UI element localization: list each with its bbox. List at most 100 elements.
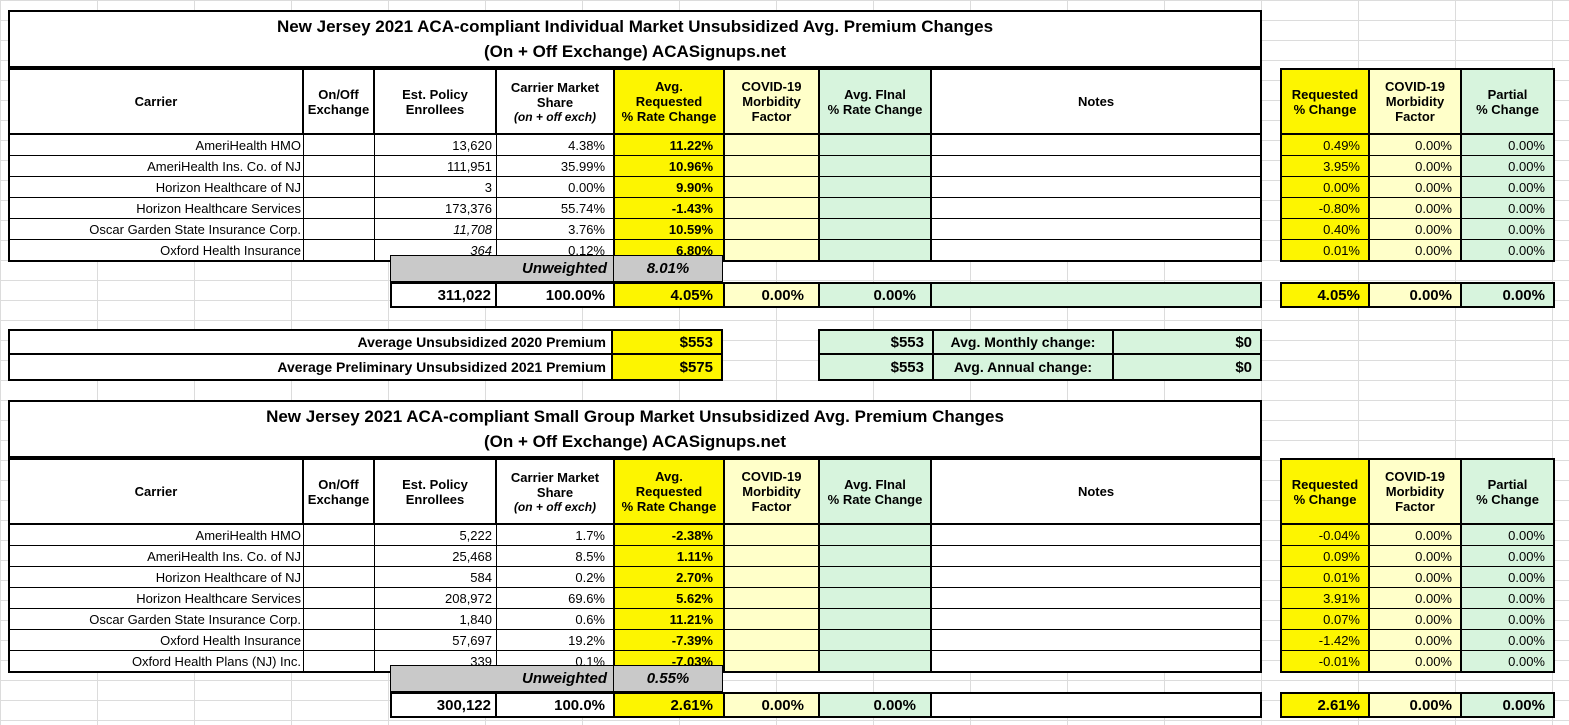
notes-cell[interactable]: [932, 525, 1260, 545]
notes-cell[interactable]: [932, 156, 1260, 176]
covid-morbidity-cell[interactable]: [725, 588, 820, 608]
final-rate-cell[interactable]: [820, 525, 932, 545]
final-rate-cell[interactable]: [820, 567, 932, 587]
requested-rate-cell[interactable]: 10.96%: [615, 156, 725, 176]
partial-change-cell[interactable]: 0.00%: [1462, 630, 1553, 650]
requested-change-cell[interactable]: 0.07%: [1282, 609, 1370, 629]
market-share-cell[interactable]: 69.6%: [497, 588, 615, 608]
market-share-cell[interactable]: 3.76%: [497, 219, 615, 239]
covid-morbidity-cell[interactable]: [725, 651, 820, 671]
enrollees-cell[interactable]: 13,620: [375, 135, 497, 155]
market-share-cell[interactable]: 8.5%: [497, 546, 615, 566]
total-notes-cell[interactable]: [932, 694, 1260, 716]
enrollees-cell[interactable]: 25,468: [375, 546, 497, 566]
carrier-cell[interactable]: AmeriHealth HMO: [10, 525, 304, 545]
covid-factor-cell[interactable]: 0.00%: [1370, 198, 1462, 218]
covid-morbidity-cell[interactable]: [725, 177, 820, 197]
partial-change-cell[interactable]: 0.00%: [1462, 135, 1553, 155]
onoff-exchange-cell[interactable]: [304, 219, 375, 239]
onoff-exchange-cell[interactable]: [304, 630, 375, 650]
unweighted-value-cell[interactable]: 0.55%: [613, 665, 723, 692]
right-total-requested-cell[interactable]: 4.05%: [1282, 284, 1370, 306]
total-enrollees-cell[interactable]: 300,122: [392, 694, 497, 716]
right-total-covid-cell[interactable]: 0.00%: [1370, 694, 1462, 716]
final-rate-cell[interactable]: [820, 240, 932, 260]
carrier-cell[interactable]: Horizon Healthcare of NJ: [10, 177, 304, 197]
right-total-covid-cell[interactable]: 0.00%: [1370, 284, 1462, 306]
total-requested-cell[interactable]: 2.61%: [615, 694, 725, 716]
market-share-cell[interactable]: 0.12%: [497, 240, 615, 260]
market-share-cell[interactable]: 1.7%: [497, 525, 615, 545]
carrier-cell[interactable]: AmeriHealth Ins. Co. of NJ: [10, 546, 304, 566]
covid-factor-cell[interactable]: 0.00%: [1370, 567, 1462, 587]
covid-morbidity-cell[interactable]: [725, 630, 820, 650]
final-rate-cell[interactable]: [820, 546, 932, 566]
covid-morbidity-cell[interactable]: [725, 198, 820, 218]
total-requested-cell[interactable]: 4.05%: [615, 284, 725, 306]
total-covid-cell[interactable]: 0.00%: [725, 284, 820, 306]
final-rate-cell[interactable]: [820, 156, 932, 176]
enrollees-cell[interactable]: 5,222: [375, 525, 497, 545]
market-share-cell[interactable]: 55.74%: [497, 198, 615, 218]
notes-cell[interactable]: [932, 546, 1260, 566]
requested-rate-cell[interactable]: 2.70%: [615, 567, 725, 587]
total-covid-cell[interactable]: 0.00%: [725, 694, 820, 716]
carrier-cell[interactable]: Horizon Healthcare Services: [10, 588, 304, 608]
covid-morbidity-cell[interactable]: [725, 156, 820, 176]
notes-cell[interactable]: [932, 588, 1260, 608]
partial-change-cell[interactable]: 0.00%: [1462, 651, 1553, 671]
onoff-exchange-cell[interactable]: [304, 609, 375, 629]
requested-rate-cell[interactable]: -1.43%: [615, 198, 725, 218]
market-share-cell[interactable]: 35.99%: [497, 156, 615, 176]
requested-rate-cell[interactable]: -7.39%: [615, 630, 725, 650]
requested-rate-cell[interactable]: 10.59%: [615, 219, 725, 239]
covid-factor-cell[interactable]: 0.00%: [1370, 609, 1462, 629]
final-rate-cell[interactable]: [820, 651, 932, 671]
premium-value-cell[interactable]: $575: [611, 355, 721, 379]
requested-change-cell[interactable]: -0.04%: [1282, 525, 1370, 545]
market-share-cell[interactable]: 19.2%: [497, 630, 615, 650]
premium-value-cell[interactable]: $553: [611, 331, 721, 353]
requested-change-cell[interactable]: 0.49%: [1282, 135, 1370, 155]
right-total-requested-cell[interactable]: 2.61%: [1282, 694, 1370, 716]
carrier-cell[interactable]: Oscar Garden State Insurance Corp.: [10, 609, 304, 629]
partial-change-cell[interactable]: 0.00%: [1462, 198, 1553, 218]
carrier-cell[interactable]: Oxford Health Insurance: [10, 240, 304, 260]
carrier-cell[interactable]: AmeriHealth Ins. Co. of NJ: [10, 156, 304, 176]
covid-factor-cell[interactable]: 0.00%: [1370, 588, 1462, 608]
market-share-cell[interactable]: 0.2%: [497, 567, 615, 587]
enrollees-cell[interactable]: 57,697: [375, 630, 497, 650]
partial-change-cell[interactable]: 0.00%: [1462, 156, 1553, 176]
requested-change-cell[interactable]: -1.42%: [1282, 630, 1370, 650]
requested-change-cell[interactable]: 0.40%: [1282, 219, 1370, 239]
requested-rate-cell[interactable]: 5.62%: [615, 588, 725, 608]
requested-rate-cell[interactable]: 1.11%: [615, 546, 725, 566]
onoff-exchange-cell[interactable]: [304, 525, 375, 545]
final-rate-cell[interactable]: [820, 135, 932, 155]
final-rate-cell[interactable]: [820, 219, 932, 239]
onoff-exchange-cell[interactable]: [304, 567, 375, 587]
carrier-cell[interactable]: Horizon Healthcare of NJ: [10, 567, 304, 587]
onoff-exchange-cell[interactable]: [304, 177, 375, 197]
covid-morbidity-cell[interactable]: [725, 546, 820, 566]
final-rate-cell[interactable]: [820, 198, 932, 218]
requested-rate-cell[interactable]: 11.22%: [615, 135, 725, 155]
enrollees-cell[interactable]: 1,840: [375, 609, 497, 629]
requested-change-cell[interactable]: 3.95%: [1282, 156, 1370, 176]
total-share-cell[interactable]: 100.00%: [497, 284, 615, 306]
right-total-partial-cell[interactable]: 0.00%: [1462, 694, 1553, 716]
requested-change-cell[interactable]: 0.00%: [1282, 177, 1370, 197]
premium-change-value-cell[interactable]: $0: [1112, 355, 1260, 379]
requested-change-cell[interactable]: 0.01%: [1282, 240, 1370, 260]
premium-change-value-cell[interactable]: $0: [1112, 331, 1260, 353]
carrier-cell[interactable]: Oxford Health Plans (NJ) Inc.: [10, 651, 304, 671]
carrier-cell[interactable]: Horizon Healthcare Services: [10, 198, 304, 218]
onoff-exchange-cell[interactable]: [304, 240, 375, 260]
requested-rate-cell[interactable]: 9.90%: [615, 177, 725, 197]
partial-change-cell[interactable]: 0.00%: [1462, 219, 1553, 239]
total-final-cell[interactable]: 0.00%: [820, 694, 932, 716]
covid-factor-cell[interactable]: 0.00%: [1370, 156, 1462, 176]
covid-factor-cell[interactable]: 0.00%: [1370, 177, 1462, 197]
enrollees-cell[interactable]: 364: [375, 240, 497, 260]
covid-factor-cell[interactable]: 0.00%: [1370, 219, 1462, 239]
